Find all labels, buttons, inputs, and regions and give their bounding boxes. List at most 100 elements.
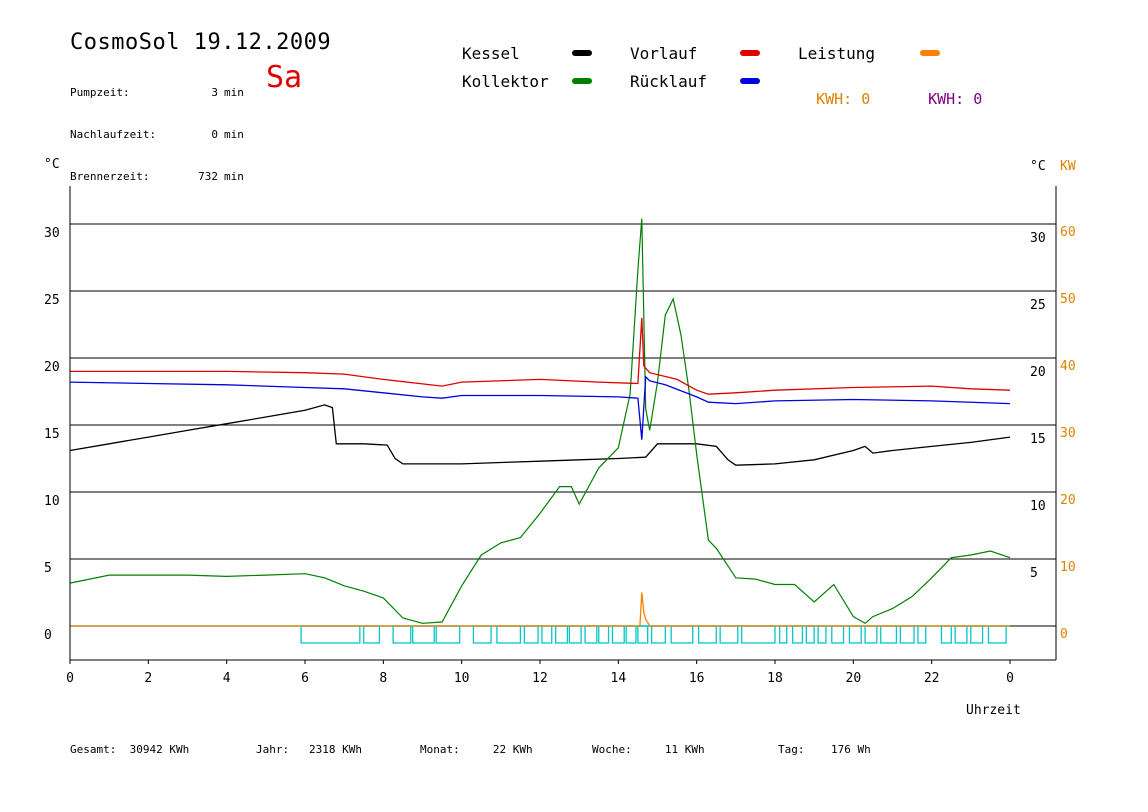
- legend-swatch-leistung: [920, 50, 940, 56]
- pump-on-bar-34: [987, 625, 1007, 644]
- overrun-time-unit: min: [224, 128, 244, 141]
- pump-on-bar-22: [791, 625, 804, 644]
- x-tick-label-8: 16: [689, 671, 705, 686]
- pump-time-row: Pumpzeit: 3 min: [70, 86, 244, 100]
- pump-on-bar-7: [523, 625, 539, 644]
- y-tick-label-right-kw-50: 50: [1060, 292, 1076, 307]
- kwh-orange-label: KWH:: [816, 90, 853, 108]
- footer-year-value: 2318 KWh: [309, 743, 362, 756]
- series-line-vorlauf: [70, 317, 1011, 395]
- pump-on-bar-13: [611, 625, 625, 644]
- y-tick-label-right-celsius-15: 15: [1030, 432, 1046, 447]
- y-tick-label-right-kw-20: 20: [1060, 493, 1076, 508]
- kwh-readout-purple: KWH: 0: [910, 72, 982, 108]
- x-tick-label-7: 14: [611, 671, 627, 686]
- pump-on-bar-17: [670, 625, 694, 644]
- legend-label-leistung: Leistung: [798, 44, 876, 63]
- y-tick-label-left-30: 30: [44, 226, 60, 241]
- legend-label-kessel: Kessel: [462, 44, 520, 63]
- footer-month-value: 22 KWh: [492, 743, 533, 756]
- series-line-leistung: [70, 592, 1010, 627]
- footer-total-value: 30942 KWh: [129, 743, 190, 756]
- x-tick-label-10: 20: [846, 671, 862, 686]
- x-tick-label-11: 22: [924, 671, 940, 686]
- pump-on-bar-10: [568, 625, 582, 644]
- pump-on-bar-3: [412, 625, 435, 644]
- y-tick-label-left-20: 20: [44, 360, 60, 375]
- x-tick-label-6: 12: [532, 671, 548, 686]
- x-tick-label-1: 2: [144, 671, 152, 686]
- legend-swatch-ruecklauf: [740, 78, 760, 84]
- x-tick-label-3: 6: [301, 671, 309, 686]
- burner-time-row: Brennerzeit: 732 min: [70, 170, 244, 184]
- pump-on-bar-0: [300, 625, 361, 644]
- pump-on-bar-2: [392, 625, 412, 644]
- kwh-purple-label: KWH:: [928, 90, 965, 108]
- kwh-purple-value: 0: [973, 90, 983, 108]
- pump-on-bar-32: [954, 625, 968, 644]
- pump-on-bar-25: [831, 625, 845, 644]
- grid: [70, 223, 1056, 627]
- footer-month-label: Monat:: [420, 743, 460, 756]
- burner-time-unit: min: [224, 170, 244, 183]
- footer-total-label: Gesamt:: [70, 743, 117, 756]
- pump-on-bar-33: [970, 625, 984, 644]
- pump-time-label: Pumpzeit:: [70, 86, 130, 99]
- pump-on-bar-24: [817, 625, 827, 644]
- y-tick-label-right-kw-40: 40: [1060, 359, 1076, 374]
- legend-label-kollektor: Kollektor: [462, 72, 549, 91]
- burner-time-value: 732: [198, 170, 218, 183]
- y-tick-label-left-15: 15: [44, 427, 60, 442]
- pump-on-bar-16: [650, 625, 666, 644]
- run-times: Pumpzeit: 3 min Nachlaufzeit: 0 min Brennerz…: [70, 58, 244, 198]
- legend-swatch-kessel: [572, 50, 592, 56]
- pump-time-unit: min: [224, 86, 244, 99]
- legend-label-vorlauf: Vorlauf: [630, 44, 698, 63]
- series-lines: [69, 218, 1011, 627]
- y-tick-label-right-celsius-10: 10: [1030, 499, 1046, 514]
- pump-on-bar-5: [472, 625, 492, 644]
- y-tick-label-left-5: 5: [44, 561, 52, 576]
- chart-title: CosmoSol 19.12.2009: [70, 30, 332, 55]
- x-tick-label-0: 0: [66, 671, 74, 686]
- pump-on-bar-28: [880, 625, 898, 644]
- pump-on-bar-8: [541, 625, 553, 644]
- pump-on-bar-30: [917, 625, 927, 644]
- pump-time-value: 3: [211, 86, 218, 99]
- footer-week: Woche: 11 KWh: [592, 743, 705, 756]
- pump-on-bar-27: [864, 625, 878, 644]
- pump-on-bar-21: [779, 625, 788, 644]
- pump-on-bar-14: [625, 625, 637, 644]
- y-tick-label-left-0: 0: [44, 628, 52, 643]
- footer-day-value: 176 Wh: [831, 743, 871, 756]
- pump-state-bars: [70, 625, 1010, 644]
- y-tick-label-left-25: 25: [44, 293, 60, 308]
- legend-swatch-vorlauf: [740, 50, 760, 56]
- series-line-ruecklauf: [69, 375, 1011, 440]
- burner-time-label: Brennerzeit:: [70, 170, 150, 183]
- overrun-time-row: Nachlaufzeit: 0 min: [70, 128, 244, 142]
- x-tick-label-12: 0: [1006, 671, 1014, 686]
- legend-swatch-kollektor: [572, 78, 592, 84]
- x-axis-label: Uhrzeit: [966, 703, 1021, 718]
- kwh-orange-value: 0: [861, 90, 871, 108]
- x-tick-label-9: 18: [767, 671, 783, 686]
- pump-on-bar-23: [805, 625, 815, 644]
- overrun-time-value: 0: [211, 128, 218, 141]
- footer-year: Jahr: 2318 KWh: [256, 743, 362, 756]
- pump-on-bar-15: [637, 625, 649, 644]
- y-tick-label-right-celsius-5: 5: [1030, 566, 1038, 581]
- overrun-time-label: Nachlaufzeit:: [70, 128, 157, 141]
- x-tick-label-4: 8: [379, 671, 387, 686]
- footer-total: Gesamt: 30942 KWh: [70, 743, 189, 756]
- footer-week-label: Woche:: [592, 743, 632, 756]
- x-tick-label-2: 4: [223, 671, 231, 686]
- pump-on-bar-31: [940, 625, 952, 644]
- y-tick-label-left-10: 10: [44, 494, 60, 509]
- y-tick-label-right-celsius-30: 30: [1030, 231, 1046, 246]
- pump-on-bar-4: [435, 625, 461, 644]
- y-tick-label-right-kw-60: 60: [1060, 225, 1076, 240]
- kwh-readout-orange: KWH: 0: [798, 72, 870, 108]
